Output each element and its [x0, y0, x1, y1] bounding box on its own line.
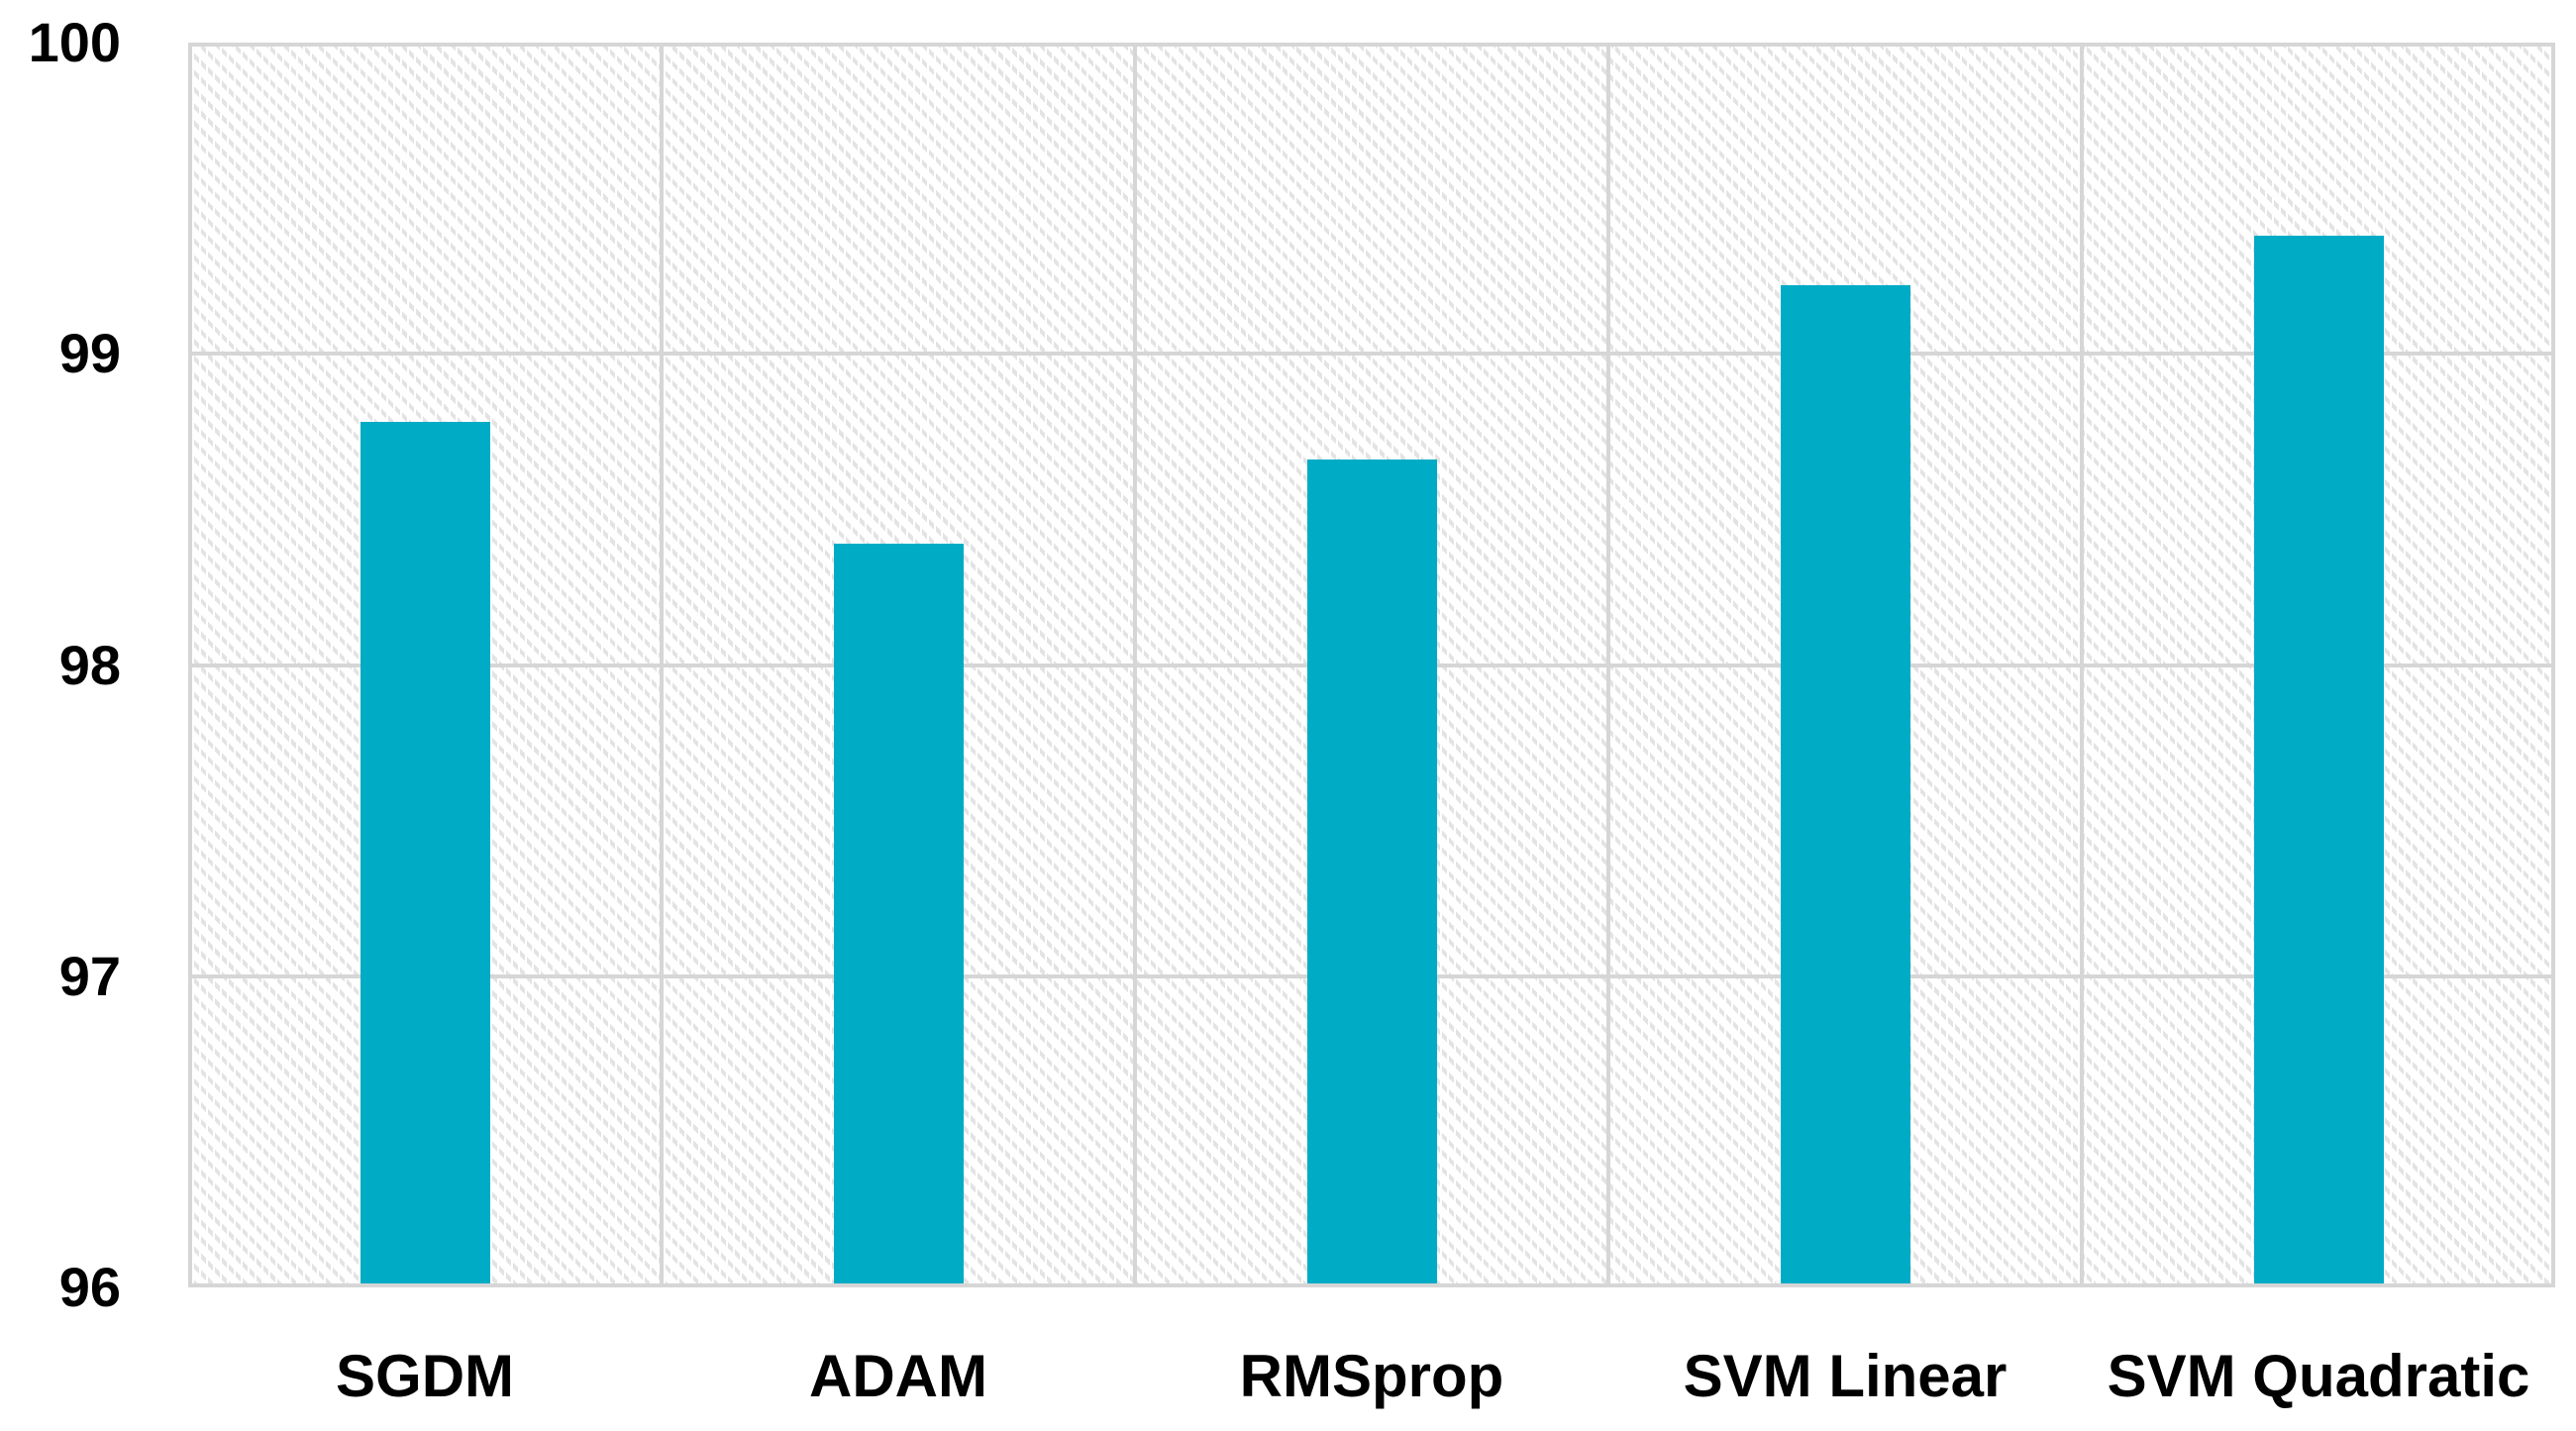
x-axis-label-sgdm: SGDM: [336, 1343, 514, 1409]
bar-sgdm: [360, 422, 490, 1283]
y-tick-label-97: 97: [58, 944, 121, 1007]
bar-rmsprop: [1306, 460, 1437, 1283]
gridline-x-3: [1606, 47, 1610, 1283]
gridline-x-2: [1133, 47, 1137, 1283]
y-tick-label-100: 100: [28, 11, 121, 73]
y-tick-label-96: 96: [58, 1256, 121, 1318]
bar-svm-quadratic: [2253, 235, 2384, 1283]
gridline-y-99: [192, 352, 2551, 357]
y-tick-label-99: 99: [58, 322, 121, 385]
gridline-x-4: [2080, 47, 2084, 1283]
bar-adam: [833, 543, 964, 1283]
x-axis-label-adam: ADAM: [809, 1343, 987, 1409]
x-axis-label-rmsprop: RMSprop: [1239, 1343, 1504, 1409]
x-axis-label-svm-linear: SVM Linear: [1683, 1343, 2008, 1409]
gridline-x-1: [660, 47, 664, 1283]
y-tick-label-98: 98: [58, 633, 121, 696]
bar-svm-linear: [1780, 285, 1910, 1283]
x-axis-label-svm-quadratic: SVM Quadratic: [2107, 1343, 2530, 1409]
plot-area: [188, 43, 2555, 1287]
